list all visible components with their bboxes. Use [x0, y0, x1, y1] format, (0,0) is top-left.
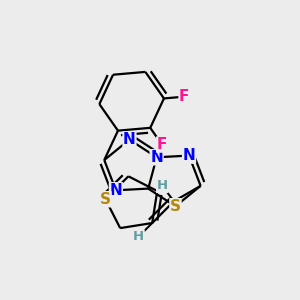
Text: N: N	[183, 148, 195, 163]
Text: H: H	[133, 230, 144, 243]
Text: F: F	[157, 137, 167, 152]
Text: N: N	[123, 132, 136, 147]
Text: H: H	[157, 179, 168, 193]
Text: F: F	[179, 89, 189, 104]
Text: S: S	[170, 199, 181, 214]
Text: N: N	[150, 150, 163, 165]
Text: S: S	[100, 192, 111, 207]
Text: N: N	[110, 183, 122, 198]
